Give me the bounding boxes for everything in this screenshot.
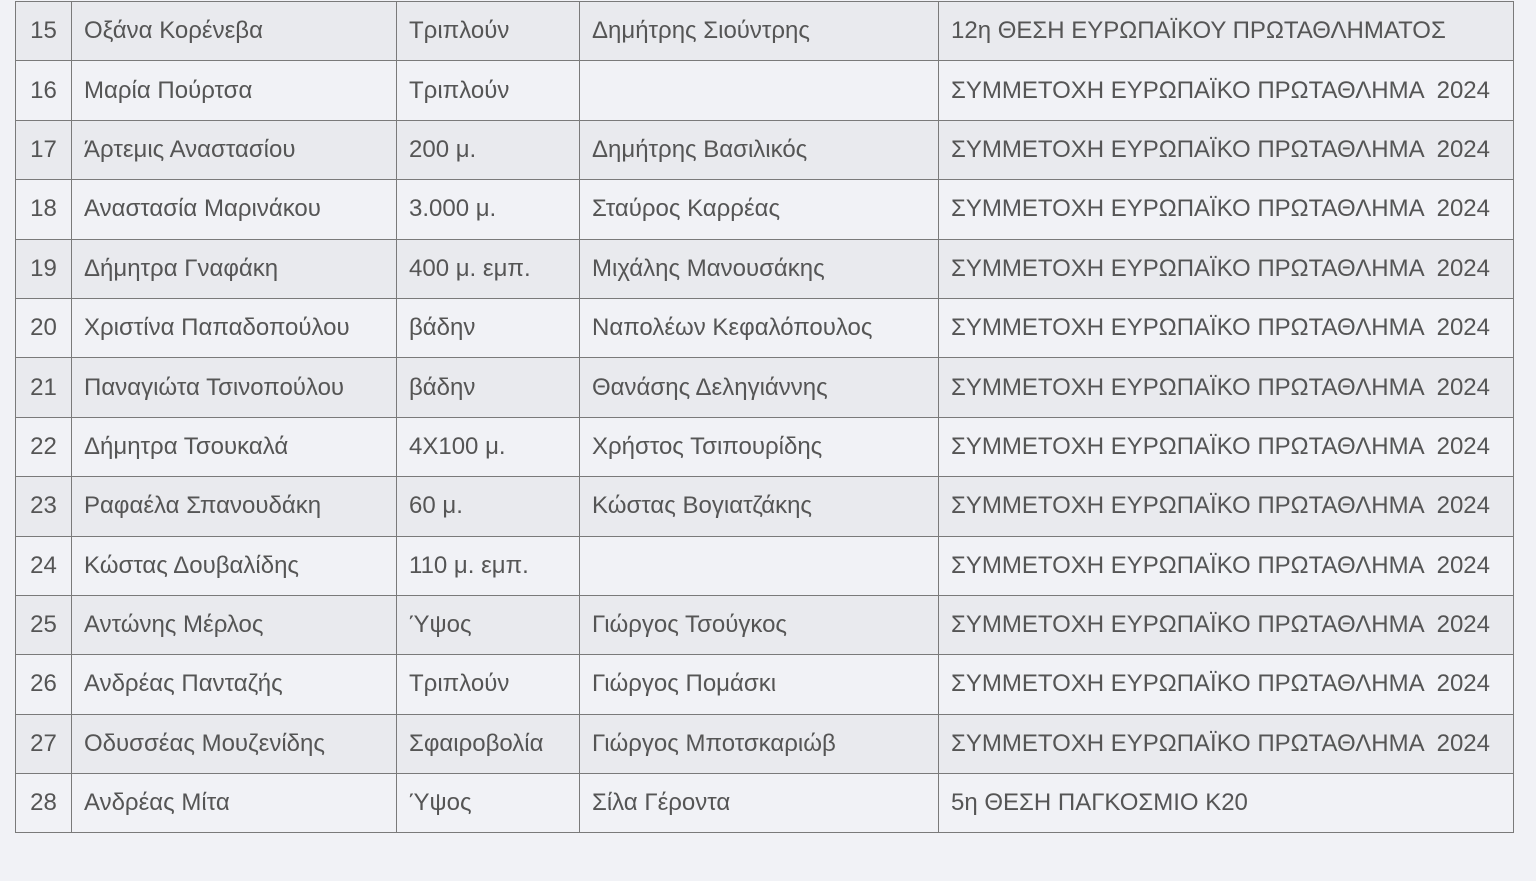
cell-row-number: 23 bbox=[15, 476, 72, 537]
cell-result: ΣΥΜΜΕΤΟΧΗ ΕΥΡΩΠΑΪΚΟ ΠΡΩΤΑΘΛΗΜΑ 2024 bbox=[938, 119, 1514, 181]
cell-event: 110 μ. εμπ. bbox=[396, 535, 580, 596]
cell-result: ΣΥΜΜΕΤΟΧΗ ΕΥΡΩΠΑΪΚΟ ΠΡΩΤΑΘΛΗΜΑ 2024 bbox=[938, 238, 1514, 299]
cell-coach-name bbox=[579, 60, 939, 121]
table-row: 28 Ανδρέας Μίτα Ύψος Σίλα Γέροντα 5η ΘΕΣΗ ΠΑ… bbox=[15, 773, 1514, 834]
cell-result: ΣΥΜΜΕΤΟΧΗ ΕΥΡΩΠΑΪΚΟ ΠΡΩΤΑΘΛΗΜΑ 2024 bbox=[938, 535, 1514, 596]
cell-athlete-name: Οξάνα Κορένεβα bbox=[71, 0, 397, 62]
cell-event: Ύψος bbox=[396, 594, 580, 656]
cell-event: 200 μ. bbox=[396, 119, 580, 181]
cell-result: ΣΥΜΜΕΤΟΧΗ ΕΥΡΩΠΑΪΚΟ ΠΡΩΤΑΘΛΗΜΑ 2024 bbox=[938, 654, 1514, 715]
table-body: 15 Οξάνα Κορένεβα Τριπλούν Δημήτρης Σιούντρ… bbox=[15, 0, 1514, 834]
cell-event: Σφαιροβολία bbox=[396, 713, 580, 775]
cell-row-number: 27 bbox=[15, 713, 72, 775]
cell-coach-name: Γιώργος Μποτσκαριώβ bbox=[579, 713, 939, 775]
cell-result: ΣΥΜΜΕΤΟΧΗ ΕΥΡΩΠΑΪΚΟ ΠΡΩΤΑΘΛΗΜΑ 2024 bbox=[938, 594, 1514, 656]
cell-row-number: 26 bbox=[15, 654, 72, 715]
cell-athlete-name: Παναγιώτα Τσινοπούλου bbox=[71, 357, 397, 418]
cell-event: Τριπλούν bbox=[396, 654, 580, 715]
table-row: 18 Αναστασία Μαρινάκου 3.000 μ. Σταύρος Καρ… bbox=[15, 179, 1514, 240]
cell-event: βάδην bbox=[396, 297, 580, 359]
cell-athlete-name: Μαρία Πούρτσα bbox=[71, 60, 397, 121]
cell-row-number: 22 bbox=[15, 416, 72, 478]
cell-athlete-name: Οδυσσέας Μουζενίδης bbox=[71, 713, 397, 775]
cell-row-number: 17 bbox=[15, 119, 72, 181]
cell-result: ΣΥΜΜΕΤΟΧΗ ΕΥΡΩΠΑΪΚΟ ΠΡΩΤΑΘΛΗΜΑ 2024 bbox=[938, 713, 1514, 775]
cell-athlete-name: Ανδρέας Μίτα bbox=[71, 773, 397, 834]
cell-event: Τριπλούν bbox=[396, 0, 580, 62]
cell-athlete-name: Δήμητρα Γναφάκη bbox=[71, 238, 397, 299]
table-row: 15 Οξάνα Κορένεβα Τριπλούν Δημήτρης Σιούντρ… bbox=[15, 0, 1514, 62]
cell-row-number: 20 bbox=[15, 297, 72, 359]
table-row: 21 Παναγιώτα Τσινοπούλου βάδην Θανάσης Δελη… bbox=[15, 357, 1514, 418]
cell-row-number: 15 bbox=[15, 0, 72, 62]
cell-coach-name: Γιώργος Τσούγκος bbox=[579, 594, 939, 656]
cell-athlete-name: Αντώνης Μέρλος bbox=[71, 594, 397, 656]
cell-coach-name: Κώστας Βογιατζάκης bbox=[579, 476, 939, 537]
table-row: 22 Δήμητρα Τσουκαλά 4Χ100 μ. Χρήστος Τσιπου… bbox=[15, 416, 1514, 478]
cell-event: βάδην bbox=[396, 357, 580, 418]
table-row: 24 Κώστας Δουβαλίδης 110 μ. εμπ. ΣΥΜΜΕΤΟΧΗ … bbox=[15, 535, 1514, 596]
cell-coach-name: Δημήτρης Σιούντρης bbox=[579, 0, 939, 62]
cell-athlete-name: Άρτεμις Αναστασίου bbox=[71, 119, 397, 181]
cell-coach-name: Χρήστος Τσιπουρίδης bbox=[579, 416, 939, 478]
cell-athlete-name: Κώστας Δουβαλίδης bbox=[71, 535, 397, 596]
cell-coach-name: Γιώργος Πομάσκι bbox=[579, 654, 939, 715]
cell-result: ΣΥΜΜΕΤΟΧΗ ΕΥΡΩΠΑΪΚΟ ΠΡΩΤΑΘΛΗΜΑ 2024 bbox=[938, 476, 1514, 537]
cell-athlete-name: Ανδρέας Πανταζής bbox=[71, 654, 397, 715]
cell-row-number: 25 bbox=[15, 594, 72, 656]
cell-event: 3.000 μ. bbox=[396, 179, 580, 240]
cell-result: 12η ΘΕΣΗ ΕΥΡΩΠΑΪΚΟΥ ΠΡΩΤΑΘΛΗΜΑΤΟΣ bbox=[938, 0, 1514, 62]
cell-coach-name: Δημήτρης Βασιλικός bbox=[579, 119, 939, 181]
cell-row-number: 19 bbox=[15, 238, 72, 299]
cell-coach-name: Ναπολέων Κεφαλόπουλος bbox=[579, 297, 939, 359]
cell-row-number: 16 bbox=[15, 60, 72, 121]
cell-row-number: 18 bbox=[15, 179, 72, 240]
cell-result: ΣΥΜΜΕΤΟΧΗ ΕΥΡΩΠΑΪΚΟ ΠΡΩΤΑΘΛΗΜΑ 2024 bbox=[938, 357, 1514, 418]
table-row: 23 Ραφαέλα Σπανουδάκη 60 μ. Κώστας Βογιατζά… bbox=[15, 476, 1514, 537]
cell-result: ΣΥΜΜΕΤΟΧΗ ΕΥΡΩΠΑΪΚΟ ΠΡΩΤΑΘΛΗΜΑ 2024 bbox=[938, 60, 1514, 121]
table-row: 26 Ανδρέας Πανταζής Τριπλούν Γιώργος Πομάσκ… bbox=[15, 654, 1514, 715]
cell-coach-name: Σταύρος Καρρέας bbox=[579, 179, 939, 240]
cell-athlete-name: Αναστασία Μαρινάκου bbox=[71, 179, 397, 240]
cell-coach-name: Σίλα Γέροντα bbox=[579, 773, 939, 834]
cell-coach-name: Μιχάλης Μανουσάκης bbox=[579, 238, 939, 299]
cell-event: Τριπλούν bbox=[396, 60, 580, 121]
cell-event: 400 μ. εμπ. bbox=[396, 238, 580, 299]
cell-result: 5η ΘΕΣΗ ΠΑΓΚΟΣΜΙΟ Κ20 bbox=[938, 773, 1514, 834]
cell-coach-name bbox=[579, 535, 939, 596]
cell-result: ΣΥΜΜΕΤΟΧΗ ΕΥΡΩΠΑΪΚΟ ΠΡΩΤΑΘΛΗΜΑ 2024 bbox=[938, 416, 1514, 478]
table-row: 20 Χριστίνα Παπαδοπούλου βάδην Ναπολέων Κεφ… bbox=[15, 297, 1514, 359]
cell-athlete-name: Δήμητρα Τσουκαλά bbox=[71, 416, 397, 478]
table-row: 16 Μαρία Πούρτσα Τριπλούν ΣΥΜΜΕΤΟΧΗ ΕΥΡΩΠΑΪ… bbox=[15, 60, 1514, 121]
cell-row-number: 21 bbox=[15, 357, 72, 418]
cell-result: ΣΥΜΜΕΤΟΧΗ ΕΥΡΩΠΑΪΚΟ ΠΡΩΤΑΘΛΗΜΑ 2024 bbox=[938, 297, 1514, 359]
cell-row-number: 28 bbox=[15, 773, 72, 834]
table-row: 25 Αντώνης Μέρλος Ύψος Γιώργος Τσούγκος ΣΥΜΜ… bbox=[15, 594, 1514, 656]
cell-athlete-name: Ραφαέλα Σπανουδάκη bbox=[71, 476, 397, 537]
cell-event: 4Χ100 μ. bbox=[396, 416, 580, 478]
cell-event: 60 μ. bbox=[396, 476, 580, 537]
athletes-table: 15 Οξάνα Κορένεβα Τριπλούν Δημήτρης Σιούντρ… bbox=[15, 0, 1514, 834]
cell-athlete-name: Χριστίνα Παπαδοπούλου bbox=[71, 297, 397, 359]
cell-event: Ύψος bbox=[396, 773, 580, 834]
table-row: 17 Άρτεμις Αναστασίου 200 μ. Δημήτρης Βασιλ… bbox=[15, 119, 1514, 181]
table-row: 27 Οδυσσέας Μουζενίδης Σφαιροβολία Γιώργος … bbox=[15, 713, 1514, 775]
cell-result: ΣΥΜΜΕΤΟΧΗ ΕΥΡΩΠΑΪΚΟ ΠΡΩΤΑΘΛΗΜΑ 2024 bbox=[938, 179, 1514, 240]
cell-coach-name: Θανάσης Δεληγιάννης bbox=[579, 357, 939, 418]
cell-row-number: 24 bbox=[15, 535, 72, 596]
table-row: 19 Δήμητρα Γναφάκη 400 μ. εμπ. Μιχάλης Μανο… bbox=[15, 238, 1514, 299]
